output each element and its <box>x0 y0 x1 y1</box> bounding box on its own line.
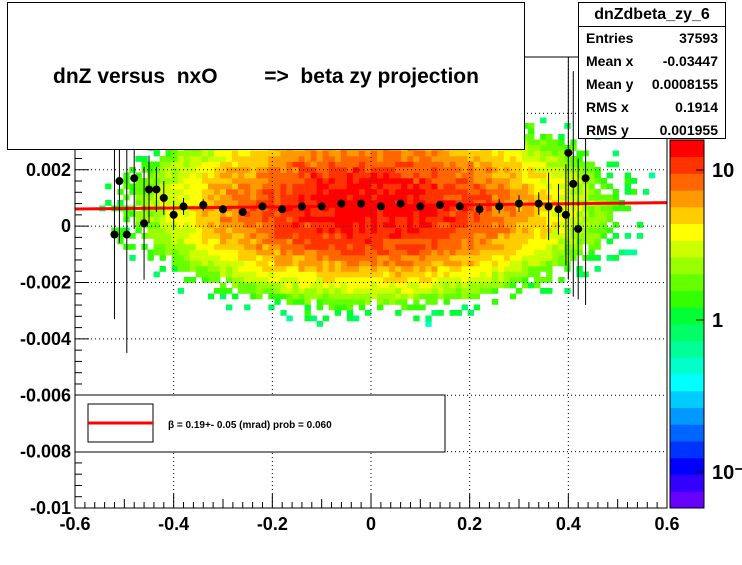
profile-point <box>152 166 161 213</box>
palette-swatch <box>670 441 704 459</box>
palette-swatch <box>670 173 704 191</box>
stats-label: RMS x <box>586 99 629 115</box>
profile-point <box>169 200 178 229</box>
profile-point <box>455 202 464 211</box>
profile-point <box>416 202 425 211</box>
stats-row-mean-y: Mean y 0.0008155 <box>579 73 725 96</box>
palette-swatch <box>670 474 704 492</box>
stats-label: Entries <box>586 30 634 46</box>
profile-point <box>436 200 445 209</box>
palette-swatch <box>670 491 704 509</box>
palette-swatch <box>670 407 704 425</box>
x-tick-label: -0.4 <box>158 514 189 534</box>
z-tick-label: 10 <box>712 160 734 182</box>
profile-point <box>544 172 553 241</box>
y-tick-label: -0.006 <box>20 385 71 405</box>
profile-point <box>574 158 583 300</box>
profile-point <box>495 199 504 214</box>
profile-point <box>317 202 326 211</box>
palette-swatch <box>670 223 704 241</box>
x-tick-label: 0.4 <box>556 514 581 534</box>
fit-legend-label: β = 0.19+- 0.05 (mrad) prob = 0.060 <box>168 420 332 431</box>
stats-label: RMS y <box>586 122 629 138</box>
profile-point <box>258 202 267 211</box>
profile-point <box>357 199 366 208</box>
profile-point <box>238 208 247 217</box>
stats-row-entries: Entries 37593 <box>579 27 725 50</box>
x-tick-label: 0 <box>366 514 376 534</box>
stats-value: 37593 <box>679 30 718 46</box>
z-tick-label: 1 <box>712 310 723 332</box>
profile-point <box>140 166 149 280</box>
profile-point <box>159 181 168 215</box>
chart-title: dnZ versus nxO => beta zy projection <box>53 65 479 88</box>
fit-legend: β = 0.19+- 0.05 (mrad) prob = 0.060 <box>74 394 446 453</box>
palette-swatch <box>670 140 704 158</box>
palette-swatch <box>670 257 704 275</box>
palette-swatch <box>670 324 704 342</box>
y-tick-label: -0.004 <box>20 329 71 349</box>
profile-point <box>534 192 543 215</box>
profile-point <box>376 202 385 211</box>
stats-value: 0.0008155 <box>651 76 718 92</box>
axes: -0.6 -0.4 -0.2 0 0.2 0.4 0.6 -0.01 -0.008 -0.006 -… <box>20 56 680 534</box>
palette-swatch <box>670 156 704 174</box>
palette-swatch <box>670 240 704 258</box>
stats-name: dnZdbeta_zy_6 <box>579 3 725 27</box>
stats-value: 0.001955 <box>659 122 718 138</box>
profile-point <box>337 199 346 208</box>
palette-swatch <box>670 290 704 308</box>
profile-point <box>110 150 119 320</box>
stats-box: dnZdbeta_zy_6 Entries 37593 Mean x -0.03… <box>578 2 726 139</box>
profile-point <box>569 71 578 297</box>
profile-point <box>179 197 188 215</box>
x-tick-label: -0.2 <box>257 514 288 534</box>
profile-point <box>475 203 484 215</box>
profile-point <box>396 199 405 208</box>
palette-swatch <box>670 273 704 291</box>
y-tick-label: -0.01 <box>30 498 71 518</box>
profile-point <box>564 57 573 280</box>
stats-value: 0.1914 <box>675 99 718 115</box>
stats-label: Mean x <box>586 53 634 69</box>
palette-swatch <box>670 340 704 358</box>
x-tick-label: 0.6 <box>654 514 679 534</box>
stats-row-rms-x: RMS x 0.1914 <box>579 96 725 119</box>
palette-swatch <box>670 357 704 375</box>
y-tick-label: -0.002 <box>20 273 71 293</box>
profile-point <box>554 183 563 235</box>
x-tick-label: 0.2 <box>457 514 482 534</box>
profile-point <box>219 204 227 214</box>
profile-point <box>199 199 208 211</box>
title-box: dnZ versus nxO => beta zy projection <box>7 2 525 150</box>
y-tick-label: 0 <box>61 216 71 236</box>
profile-point <box>122 116 131 353</box>
profile-point <box>145 155 153 224</box>
y-tick-label: -0.008 <box>20 442 71 462</box>
stats-label: Mean y <box>586 76 634 92</box>
profile-point <box>515 195 523 213</box>
palette-swatch <box>670 190 704 208</box>
z-tick-label: 10⁻¹ <box>712 462 742 484</box>
x-tick-label: -0.6 <box>59 514 90 534</box>
palette-swatch <box>670 390 704 409</box>
stats-row-mean-x: Mean x -0.03447 <box>579 50 725 73</box>
palette-swatch <box>670 206 704 225</box>
profile-point <box>278 205 287 214</box>
palette-swatch <box>670 457 704 475</box>
y-tick-label: 0.002 <box>26 160 71 180</box>
stats-row-rms-y: RMS y 0.001955 <box>579 119 725 142</box>
profile-point <box>297 202 306 211</box>
palette-swatch <box>670 374 704 392</box>
color-palette: 10 1 10⁻¹ <box>669 139 742 509</box>
palette-swatch <box>670 307 704 325</box>
stats-value: -0.03447 <box>662 53 718 69</box>
palette-swatch <box>670 424 704 442</box>
